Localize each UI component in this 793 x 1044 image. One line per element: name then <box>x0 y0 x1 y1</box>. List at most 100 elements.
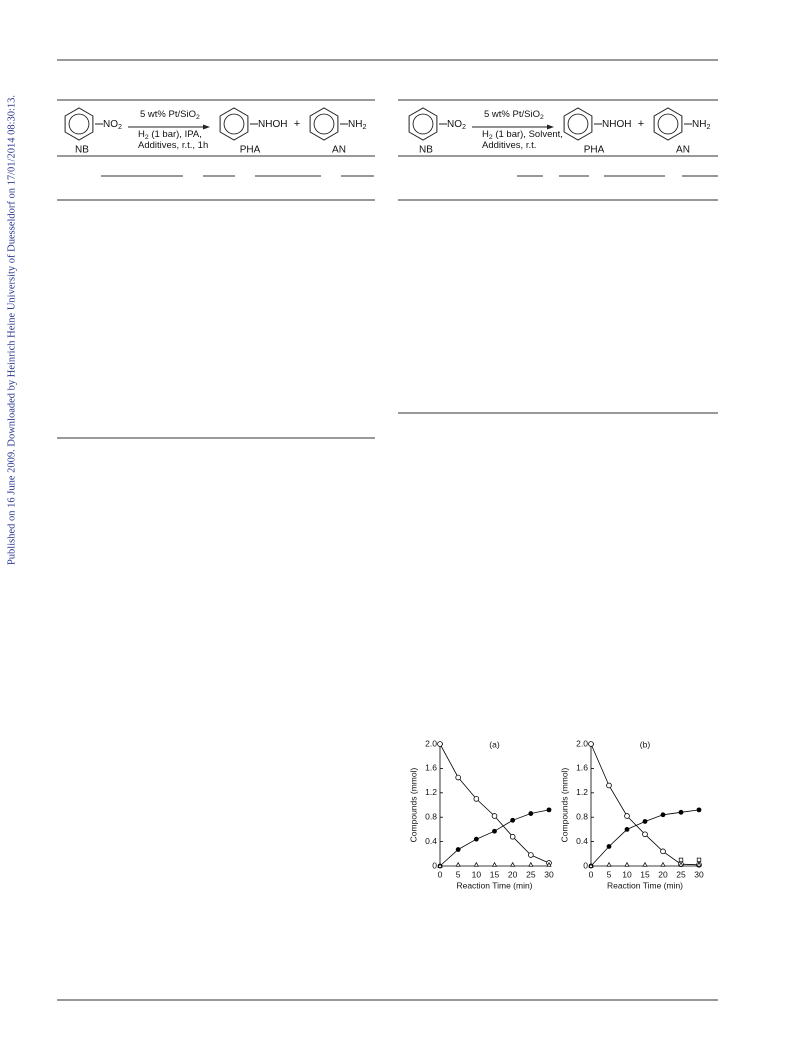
y-tick-label: 0.8 <box>576 811 588 821</box>
fit-line <box>590 809 700 867</box>
reaction-condition: H2 (1 bar), IPA, <box>138 129 202 141</box>
y-tick-label: 1.6 <box>425 763 437 773</box>
substituent: NH2 <box>692 119 710 131</box>
data-point <box>588 863 594 868</box>
text-part: (1 bar), Solvent, <box>493 129 563 140</box>
text-part: Additives, r.t., 1h <box>138 140 208 151</box>
sidebar-notice: Published on 16 June 2009. Downloaded by… <box>6 95 17 565</box>
data-point <box>473 861 479 867</box>
data-point <box>510 861 516 867</box>
reaction-condition: H2 (1 bar), Solvent, <box>482 129 563 141</box>
text-part: NH <box>692 119 706 130</box>
chart-title: (b) <box>640 739 651 749</box>
aromatic-circle <box>412 113 434 135</box>
x-tick-label: 0 <box>589 869 594 879</box>
reaction-condition: 5 wt% Pt/SiO2 <box>484 109 544 121</box>
reaction-condition: 5 wt% Pt/SiO2 <box>140 109 200 121</box>
benzene-ring <box>408 107 438 141</box>
data-point <box>546 861 552 867</box>
substituent: NHOH <box>258 119 287 130</box>
data-point <box>492 828 497 834</box>
text-part: NH <box>348 119 362 130</box>
text-part: (1 bar), IPA, <box>149 129 202 140</box>
y-tick-label: 1.2 <box>425 787 437 797</box>
compound-label: AN <box>676 145 690 156</box>
subscript: 2 <box>196 114 200 121</box>
x-tick-label: 10 <box>472 869 482 879</box>
substituent: NH2 <box>348 119 366 131</box>
subscript: 2 <box>540 114 544 121</box>
data-point <box>510 817 516 823</box>
data-point <box>696 857 702 863</box>
data-point <box>624 813 630 819</box>
aromatic-circle <box>657 113 679 135</box>
data-point <box>624 861 630 867</box>
y-tick-label: 0.4 <box>576 836 588 846</box>
y-tick-label: 0 <box>432 860 437 870</box>
subscript: 2 <box>362 122 366 131</box>
arrow-head <box>547 124 554 130</box>
x-tick-label: 25 <box>526 869 536 879</box>
x-tick-label: 25 <box>676 869 686 879</box>
x-tick-label: 20 <box>658 869 668 879</box>
y-tick-label: 1.6 <box>576 763 588 773</box>
chart-title: (a) <box>489 739 500 749</box>
x-tick-label: 10 <box>622 869 632 879</box>
benzene-ring <box>653 107 683 141</box>
data-point <box>606 782 612 789</box>
text-part: H <box>482 129 489 140</box>
benzene-ring <box>309 107 339 141</box>
data-point <box>455 774 461 781</box>
data-point <box>660 812 666 818</box>
x-tick-label: 30 <box>544 869 554 879</box>
arrow-head <box>203 124 210 130</box>
data-point <box>696 807 702 813</box>
data-point <box>660 861 666 867</box>
x-axis-label: Reaction Time (min) <box>456 880 532 890</box>
text-part: 5 wt% Pt/SiO <box>140 109 196 120</box>
substituent: NO2 <box>447 119 466 131</box>
data-point <box>437 863 443 868</box>
aromatic-circle <box>567 113 589 135</box>
text-part: NHOH <box>602 119 631 130</box>
subscript: 2 <box>145 134 149 141</box>
data-point <box>588 741 594 747</box>
data-point <box>696 861 702 867</box>
text-part: NHOH <box>258 119 287 130</box>
data-point <box>491 861 498 867</box>
subscript: 2 <box>462 122 466 131</box>
data-point <box>642 819 648 824</box>
y-tick-label: 1.2 <box>576 787 588 797</box>
text-part: 5 wt% Pt/SiO <box>484 109 540 120</box>
compound-label: PHA <box>584 145 605 156</box>
substituent: NHOH <box>602 119 631 130</box>
plus-sign: + <box>294 118 300 130</box>
data-point <box>606 861 612 867</box>
data-point <box>455 847 461 852</box>
data-point <box>528 861 534 867</box>
text-part: NO <box>447 119 462 130</box>
y-axis-label: Compounds (mmol) <box>408 768 418 843</box>
y-tick-label: 0.8 <box>425 811 437 821</box>
fit-line <box>439 743 550 864</box>
benzene-ring <box>64 107 94 141</box>
data-point <box>606 844 612 849</box>
compound-label: NB <box>75 145 89 156</box>
data-point <box>642 831 648 838</box>
x-tick-label: 15 <box>640 869 650 879</box>
data-point <box>528 852 534 858</box>
aromatic-circle <box>313 113 335 135</box>
data-point <box>473 796 480 802</box>
compound-label: NB <box>419 145 433 156</box>
y-tick-label: 0 <box>583 860 588 870</box>
compound-label: AN <box>332 145 346 156</box>
y-tick-label: 0.4 <box>425 836 437 846</box>
subscript: 2 <box>489 134 493 141</box>
data-point <box>528 811 534 816</box>
subscript: 2 <box>706 122 710 131</box>
benzene-ring <box>219 107 249 141</box>
x-tick-label: 5 <box>456 869 461 879</box>
data-point <box>678 809 684 815</box>
data-point <box>678 857 684 863</box>
data-point <box>455 861 461 867</box>
